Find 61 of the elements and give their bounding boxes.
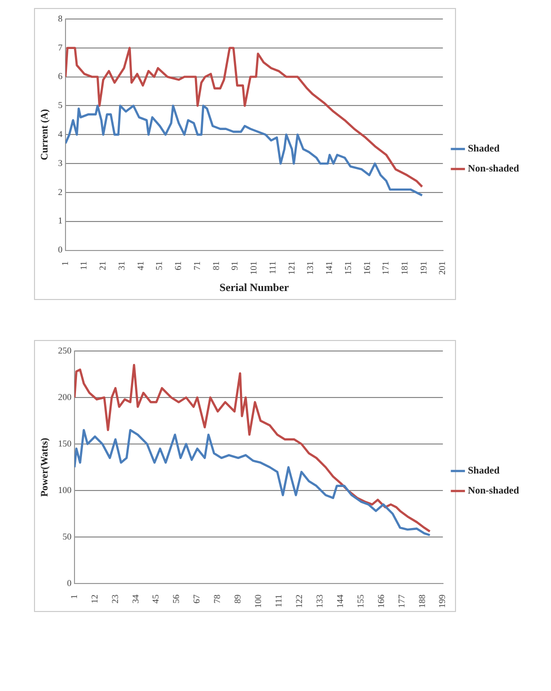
y-tick-label: 6 — [58, 71, 63, 82]
x-tick-label: 161 — [362, 261, 372, 275]
legend-label: Non-shaded — [468, 486, 520, 497]
x-axis-title: Serial Number — [220, 282, 289, 294]
y-axis-title: Power(Watts) — [40, 438, 51, 497]
x-tick-label: 67 — [192, 594, 202, 604]
y-tick-label: 1 — [58, 216, 62, 226]
x-tick-label: 199 — [437, 594, 448, 608]
x-tick-label: 101 — [248, 261, 259, 275]
y-tick-label: 3 — [58, 158, 63, 168]
x-tick-label: 41 — [135, 261, 146, 270]
x-tick-label: 111 — [274, 594, 284, 608]
y-tick-label: 7 — [58, 42, 63, 52]
x-tick-label: 45 — [150, 594, 161, 604]
x-tick-label: 21 — [98, 261, 108, 270]
x-tick-label: 34 — [130, 594, 140, 604]
y-tick-label: 100 — [58, 484, 72, 495]
x-tick-label: 100 — [253, 594, 264, 608]
x-tick-label: 1 — [68, 594, 79, 599]
x-tick-label: 111 — [267, 261, 278, 274]
x-tick-label: 141 — [324, 261, 334, 275]
legend-label: Non-shaded — [468, 164, 520, 175]
x-tick-label: 56 — [171, 594, 182, 604]
y-tick-label: 0 — [58, 244, 63, 255]
x-tick-label: 201 — [437, 261, 448, 275]
x-tick-label: 81 — [210, 261, 221, 270]
x-tick-label: 31 — [116, 261, 126, 270]
x-tick-label: 89 — [232, 594, 243, 604]
y-tick-label: 150 — [58, 438, 72, 448]
legend-label: Shaded — [468, 144, 500, 155]
y-tick-label: 0 — [67, 578, 72, 588]
x-tick-label: 61 — [173, 261, 184, 270]
x-tick-label: 131 — [305, 261, 316, 275]
y-tick-label: 50 — [62, 531, 72, 542]
y-tick-label: 8 — [58, 13, 63, 24]
x-tick-label: 166 — [376, 594, 386, 608]
x-tick-label: 78 — [212, 594, 222, 604]
y-tick-label: 4 — [58, 129, 63, 140]
x-tick-label: 12 — [89, 594, 100, 604]
x-tick-label: 23 — [110, 594, 120, 604]
x-tick-label: 155 — [355, 594, 366, 608]
x-tick-label: 122 — [294, 594, 304, 608]
x-tick-label: 181 — [399, 261, 410, 275]
y-tick-label: 250 — [58, 345, 72, 356]
x-tick-label: 151 — [342, 261, 353, 275]
x-tick-label: 121 — [286, 261, 296, 275]
y-tick-label: 5 — [58, 100, 63, 110]
x-tick-label: 71 — [192, 261, 202, 270]
y-axis-title: Current (A) — [40, 109, 51, 160]
x-tick-label: 91 — [230, 261, 240, 270]
x-tick-label: 11 — [78, 261, 89, 270]
legend-label: Shaded — [468, 466, 500, 477]
x-tick-label: 188 — [416, 594, 427, 608]
x-tick-label: 144 — [334, 594, 345, 608]
x-tick-label: 133 — [314, 594, 324, 608]
y-tick-label: 200 — [58, 392, 72, 402]
x-tick-label: 171 — [380, 261, 391, 275]
x-tick-label: 191 — [418, 261, 428, 275]
y-tick-label: 2 — [58, 186, 62, 197]
x-tick-label: 51 — [154, 261, 164, 270]
x-tick-label: 177 — [396, 594, 406, 608]
